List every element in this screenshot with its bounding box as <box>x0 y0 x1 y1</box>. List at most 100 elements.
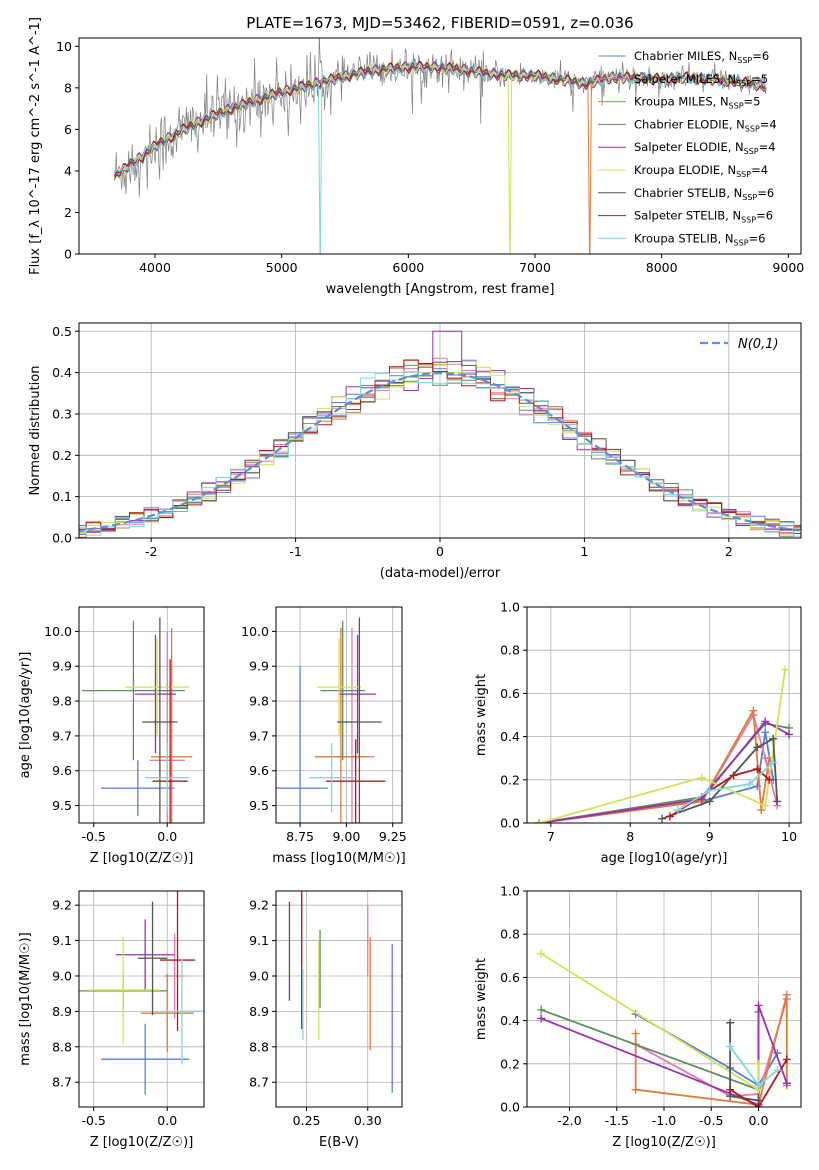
x-tick-label: 9.00 <box>332 829 360 844</box>
x-axis-label: age [log10(age/yr)] <box>601 851 728 866</box>
weight-point <box>754 1103 763 1107</box>
x-tick-label: 7000 <box>519 260 551 275</box>
y-tick-label: 10.0 <box>44 624 72 639</box>
axes-frame <box>78 890 205 1108</box>
plot-area-weight-vs-Z <box>537 949 791 1107</box>
legend-label: Kroupa ELODIE, NSSP=4 <box>634 163 768 179</box>
legend-label: Kroupa MILES, NSSP=5 <box>634 95 760 111</box>
x-tick-label: -1.5 <box>605 1113 629 1128</box>
y-tick-label: 0.8 <box>500 643 520 658</box>
legend-label: Salpeter ELODIE, NSSP=4 <box>634 140 776 156</box>
legend: Chabrier MILES, NSSP=6 Salpeter MILES, NS… <box>598 49 777 247</box>
panel-residuals: N(0,1) -2 -1 0 1 2 0.0 0.1 0.2 0.3 0.4 0.5 (data-mod… <box>28 322 802 581</box>
model-spectrum-7 <box>114 60 766 177</box>
plot-area-mass-vs-Z <box>79 891 204 1095</box>
y-tick-label: 0.6 <box>500 970 520 985</box>
legend-label: Chabrier MILES, NSSP=6 <box>634 49 769 65</box>
weight-point <box>705 786 714 795</box>
residual-histogram-7 <box>79 359 801 531</box>
y-tick-label: 9.1 <box>249 933 269 948</box>
x-tick-label: 5000 <box>266 260 298 275</box>
weight-point <box>769 758 778 767</box>
x-tick-label: 9000 <box>772 260 804 275</box>
weight-point <box>726 1042 735 1051</box>
y-tick-label: 10.0 <box>241 624 269 639</box>
y-tick-label: 9.2 <box>52 898 72 913</box>
weight-point <box>761 801 770 810</box>
x-tick-label: 8000 <box>646 260 678 275</box>
weight-point <box>782 990 791 999</box>
y-axis-label: Normed distribution <box>28 366 43 496</box>
x-tick-label: 8 <box>626 829 634 844</box>
y-tick-label: 9.7 <box>52 728 72 743</box>
y-tick-label: 9.8 <box>52 694 72 709</box>
x-tick-label: 6000 <box>392 260 424 275</box>
x-tick-label: 0.30 <box>354 1113 382 1128</box>
y-tick-label: 6 <box>64 122 72 137</box>
weight-point <box>726 1018 735 1027</box>
y-tick-label: 0.4 <box>500 729 520 744</box>
x-axis-label: wavelength [Angstrom, rest frame] <box>326 282 555 297</box>
legend-label: Kroupa STELIB, NSSP=6 <box>634 231 765 247</box>
weight-point <box>782 1055 791 1064</box>
y-tick-label: 0.4 <box>500 1013 520 1028</box>
panel-weight-vs-Z: -2.0 -1.5 -1.0 -0.5 0.0 0.0 0.2 0.4 0.6 0.8 1.0 Z [… <box>474 884 802 1150</box>
weight-point <box>726 1085 735 1094</box>
weight-point <box>761 717 770 726</box>
x-tick-label: -1 <box>289 544 301 559</box>
weight-point <box>754 1081 763 1090</box>
x-tick-label: 0.0 <box>749 1113 769 1128</box>
y-tick-label: 8 <box>64 80 72 95</box>
weight-point <box>781 665 790 674</box>
plot-area-age-vs-Z <box>81 617 193 823</box>
plot-area-age-vs-mass <box>276 617 386 823</box>
weight-point <box>537 1005 546 1014</box>
y-tick-label: 10 <box>56 39 72 54</box>
weight-point <box>705 797 714 806</box>
y-tick-label: 9.0 <box>249 968 269 983</box>
x-tick-label: -0.5 <box>82 829 106 844</box>
weight-point <box>757 806 766 815</box>
y-tick-label: 8.9 <box>52 1004 72 1019</box>
panel-mass-vs-EBV: 0.25 0.30 8.7 8.8 8.9 9.0 9.1 9.2 E(B-V) <box>249 890 403 1150</box>
axes-frame <box>275 890 403 1108</box>
weight-point <box>658 814 667 823</box>
panel-age-vs-Z: -0.5 0.0 9.5 9.6 9.7 9.8 9.9 10.0 Z [log10(Z/Z☉)… <box>18 606 205 866</box>
weight-point <box>773 797 782 806</box>
weight-point <box>773 1066 782 1075</box>
x-tick-label: 7 <box>547 829 555 844</box>
residual-histogram-4 <box>79 330 801 535</box>
x-axis-label: E(B-V) <box>319 1135 359 1150</box>
x-tick-label: 0 <box>436 544 444 559</box>
weight-point <box>631 1085 640 1094</box>
x-tick-label: -2 <box>145 544 157 559</box>
y-tick-label: 8.9 <box>249 1004 269 1019</box>
y-tick-label: 1.0 <box>500 884 520 899</box>
weight-point <box>782 1079 791 1088</box>
weight-point <box>631 1029 640 1038</box>
weight-line-7 <box>729 1059 788 1107</box>
y-tick-label: 2 <box>64 205 72 220</box>
legend-label: Salpeter MILES, NSSP=5 <box>634 72 768 88</box>
y-tick-label: 8.8 <box>249 1039 269 1054</box>
x-tick-label: 0.0 <box>157 1113 177 1128</box>
x-tick-label: 8.75 <box>286 829 314 844</box>
y-tick-label: 8.7 <box>52 1075 72 1090</box>
x-tick-label: -1.0 <box>652 1113 676 1128</box>
y-tick-label: 9.5 <box>249 798 269 813</box>
y-tick-label: 0.6 <box>500 686 520 701</box>
plot-area-spectrum <box>114 38 767 254</box>
axes-frame <box>275 606 403 824</box>
weight-point <box>753 765 762 773</box>
weight-point <box>537 1014 546 1023</box>
y-axis-label: age [log10(age/yr)] <box>18 652 33 779</box>
y-axis-label: mass weight <box>474 958 489 1040</box>
y-tick-label: 0.2 <box>52 448 72 463</box>
y-tick-label: 0 <box>64 247 72 262</box>
y-tick-label: 9.8 <box>249 694 269 709</box>
y-tick-label: 9.5 <box>52 798 72 813</box>
x-tick-label: 1 <box>580 544 588 559</box>
y-tick-label: 9.6 <box>249 763 269 778</box>
weight-point <box>537 949 546 958</box>
